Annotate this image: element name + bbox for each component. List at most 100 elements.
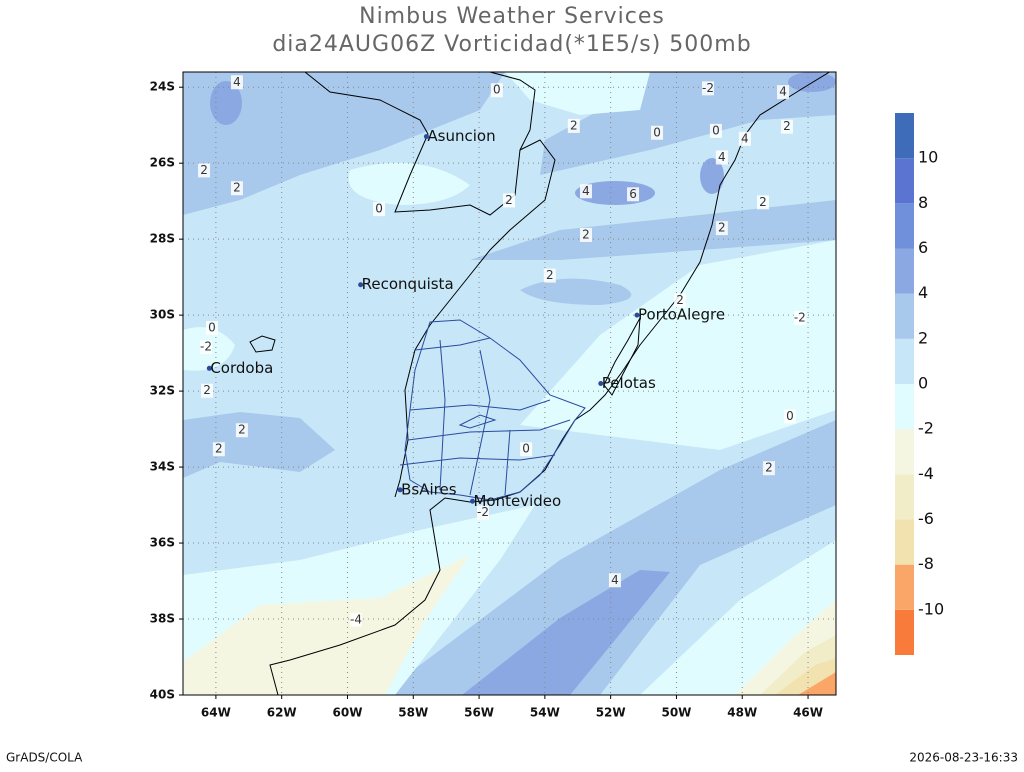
contour-label-box <box>702 81 715 96</box>
contour-label: 2 <box>233 181 241 195</box>
contour-label-box <box>490 83 503 98</box>
contour-label: -2 <box>702 81 714 95</box>
contour-label: 2 <box>570 118 578 132</box>
x-tick-label: 52W <box>596 706 626 720</box>
contour-label: 0 <box>375 202 383 216</box>
contour-label: 2 <box>765 461 773 475</box>
contour-label-box <box>230 75 243 90</box>
contour-label: 2 <box>676 293 684 307</box>
contour-label: 2 <box>505 193 513 207</box>
contour-label-box <box>200 340 213 355</box>
city-label: Cordoba <box>210 359 273 377</box>
colorbar-box <box>895 474 914 520</box>
contour-label: 2 <box>759 195 767 209</box>
colorbar-label: 6 <box>918 238 928 257</box>
y-tick-label: 38S <box>150 612 175 626</box>
y-tick-label: 28S <box>150 232 175 246</box>
x-tick-label: 48W <box>727 706 757 720</box>
contour-label-box <box>201 383 214 398</box>
colorbar-label: -2 <box>918 419 934 438</box>
field-region <box>348 162 470 205</box>
contour-label: 2 <box>238 423 246 437</box>
colorbar-label: -8 <box>918 554 934 573</box>
contour-label: -2 <box>794 311 806 325</box>
field-region <box>505 72 650 115</box>
y-tick-label: 40S <box>150 688 175 702</box>
contour-label: 0 <box>786 409 794 423</box>
x-tick-label: 46W <box>793 706 823 720</box>
colorbar-label: -10 <box>918 599 944 618</box>
city-label: Pelotas <box>602 374 656 392</box>
colorbar-label: -6 <box>918 509 934 528</box>
field-region <box>798 672 836 695</box>
x-tick-label: 50W <box>661 706 691 720</box>
colorbar-box <box>895 203 914 249</box>
contour-label-box <box>627 187 640 202</box>
contour-label: 2 <box>200 163 208 177</box>
contour-label-box <box>783 409 796 424</box>
field-region <box>380 420 836 695</box>
y-tick-label: 26S <box>150 156 175 170</box>
city-marker <box>598 381 604 386</box>
field-region <box>540 72 836 175</box>
contour-label-box <box>780 119 793 134</box>
border <box>489 72 536 151</box>
contour-label-box <box>350 612 363 627</box>
x-tick-label: 62W <box>267 706 297 720</box>
y-tick-label: 24S <box>150 80 175 94</box>
contour-label-box <box>235 423 248 438</box>
lake <box>249 335 276 353</box>
city-label: Reconquista <box>362 275 454 293</box>
field-region <box>183 412 335 478</box>
city-marker <box>358 282 364 288</box>
lagoon <box>603 317 641 396</box>
contour-label: 4 <box>582 184 590 198</box>
contour-label-box <box>674 293 687 308</box>
colorbar-label: 8 <box>918 193 928 212</box>
contour-label: 4 <box>233 75 241 89</box>
footer-right: 2026-08-23-16:33 <box>909 751 1018 765</box>
city-marker <box>634 312 640 318</box>
field-region <box>210 81 242 125</box>
x-tick-label: 54W <box>530 706 560 720</box>
x-tick-label: 56W <box>464 706 494 720</box>
field-region <box>520 240 836 450</box>
contour-label-box <box>579 227 592 242</box>
field-region <box>462 570 670 695</box>
vorticity-field <box>183 72 836 695</box>
contour-label: 4 <box>718 150 726 164</box>
colorbar-box <box>895 384 914 430</box>
contour-label: -2 <box>477 505 489 519</box>
contour-label-box <box>212 442 225 457</box>
colorbar-box <box>895 564 914 610</box>
colorbar-label: 4 <box>918 283 928 302</box>
contour-label: 0 <box>493 83 501 97</box>
contour-label: 0 <box>208 321 216 335</box>
colorbar-box <box>895 609 914 655</box>
contour-label: 2 <box>582 227 590 241</box>
field-region <box>700 158 724 194</box>
contour-label-box <box>756 195 769 210</box>
contour-label: -4 <box>350 612 362 626</box>
colorbar-label: 2 <box>918 328 928 347</box>
contour-label: 4 <box>779 85 787 99</box>
subtitle: dia24AUG06Z Vorticidad(*1E5/s) 500mb <box>272 32 751 57</box>
colorbar: -10 -8 -6 -4 -2 0 2 4 6 8 10 <box>895 113 944 655</box>
field-region <box>183 555 470 695</box>
x-tick-label: 58W <box>398 706 428 720</box>
x-tick-label: 60W <box>333 706 363 720</box>
contour-label: 2 <box>718 221 726 235</box>
contour-label-box <box>205 321 218 336</box>
contour-label: 0 <box>522 442 530 456</box>
contour-label-box <box>793 311 806 326</box>
contour-label-box <box>715 150 728 165</box>
plot-frame <box>182 71 837 696</box>
contour-label: -2 <box>200 340 212 354</box>
contour-label-box <box>777 85 790 100</box>
coastlines <box>249 72 831 695</box>
contour-label-box <box>762 461 775 476</box>
contour-label: 6 <box>629 187 637 201</box>
